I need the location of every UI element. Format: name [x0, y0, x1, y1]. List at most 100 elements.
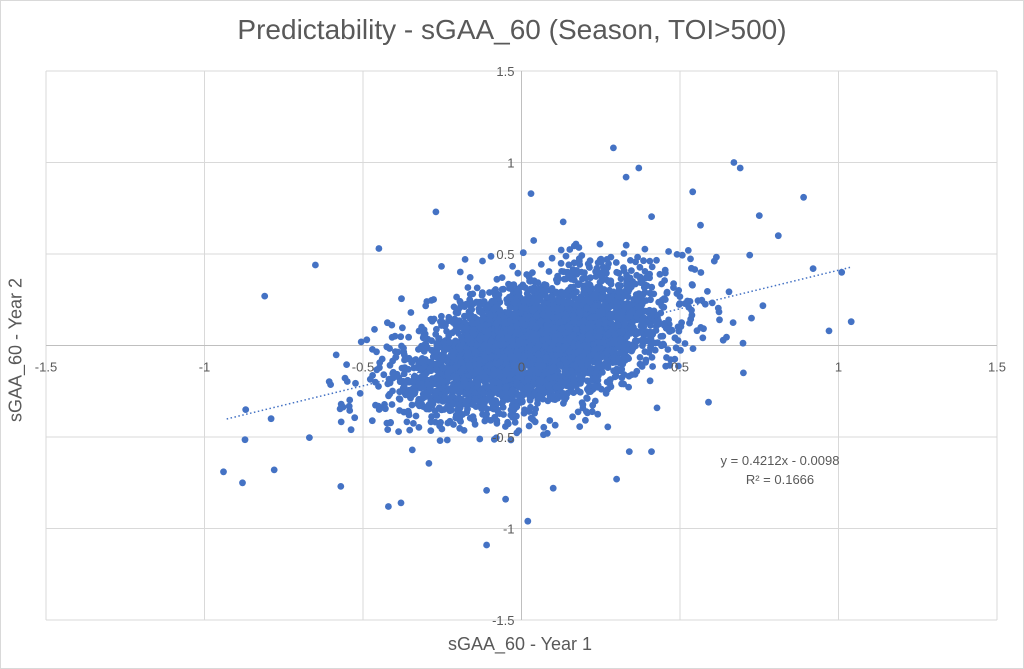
data-point [473, 341, 480, 349]
data-point [838, 268, 846, 276]
data-point [487, 417, 495, 424]
data-point [527, 360, 535, 368]
data-point [681, 340, 689, 347]
data-point [509, 341, 517, 349]
data-point [585, 332, 593, 339]
data-point [517, 397, 524, 404]
data-point [534, 351, 542, 359]
data-point [433, 325, 440, 333]
data-point [241, 436, 249, 444]
data-point [617, 282, 625, 289]
data-point [398, 295, 405, 303]
data-point [462, 397, 470, 405]
data-point [220, 468, 227, 476]
data-point [560, 268, 567, 276]
data-point [493, 320, 500, 327]
data-point [653, 256, 660, 264]
data-point [337, 400, 345, 408]
data-point [592, 273, 600, 280]
data-point [603, 356, 611, 364]
data-point [425, 405, 433, 413]
data-point [624, 293, 632, 301]
data-point [588, 306, 596, 314]
data-point [748, 314, 755, 322]
data-point [564, 323, 571, 331]
data-point [604, 304, 612, 312]
data-point [551, 357, 558, 365]
data-point [371, 326, 378, 333]
data-point [478, 291, 486, 299]
data-point [327, 381, 334, 388]
data-point [445, 313, 453, 321]
data-point [678, 251, 686, 259]
data-point [514, 269, 522, 277]
data-point [658, 280, 665, 288]
data-point [410, 420, 417, 427]
data-point [535, 392, 543, 400]
data-point [422, 356, 429, 363]
data-point [497, 391, 505, 398]
data-point [440, 406, 448, 413]
data-point [483, 541, 490, 549]
data-point [533, 297, 541, 304]
data-point [474, 381, 482, 388]
data-point [479, 315, 487, 323]
data-point [519, 369, 527, 377]
data-point [455, 317, 462, 325]
data-point [384, 380, 392, 388]
data-point [404, 376, 411, 384]
data-point [480, 389, 488, 397]
data-point [481, 334, 489, 342]
data-point [440, 339, 448, 346]
data-point [433, 346, 441, 354]
data-point [526, 396, 534, 404]
data-point [452, 309, 460, 316]
data-point [542, 330, 550, 338]
data-point [451, 338, 458, 346]
data-point [462, 300, 470, 308]
data-point [583, 395, 591, 402]
data-point [347, 426, 355, 434]
data-point [585, 388, 593, 396]
data-point [581, 269, 588, 277]
data-point [423, 344, 431, 352]
data-point [554, 306, 562, 314]
data-point [306, 434, 313, 441]
data-point [449, 353, 456, 360]
data-point [664, 346, 672, 353]
data-point [719, 336, 727, 344]
data-point [570, 259, 578, 267]
data-point [582, 416, 589, 424]
data-point [610, 144, 617, 152]
y-tick-label: -0.5 [492, 430, 514, 445]
data-point [469, 290, 477, 298]
data-point [378, 355, 386, 363]
data-point [847, 318, 855, 326]
data-point [383, 343, 391, 351]
data-point [637, 279, 645, 286]
data-point [646, 289, 654, 297]
data-point [453, 375, 461, 382]
data-point [508, 386, 516, 394]
data-point [800, 193, 807, 201]
data-point [673, 251, 681, 258]
data-point [346, 407, 354, 414]
data-point [346, 396, 354, 404]
data-point [507, 328, 515, 336]
data-point [408, 446, 416, 454]
data-point [625, 355, 632, 362]
data-point [663, 288, 671, 296]
data-point [594, 360, 602, 367]
data-point [485, 362, 493, 369]
data-point [548, 296, 556, 303]
trendline [226, 266, 852, 420]
data-point [604, 330, 612, 338]
data-point [591, 383, 599, 390]
data-point [620, 267, 628, 275]
data-point [392, 353, 400, 361]
data-point [446, 338, 453, 346]
data-point [615, 288, 623, 296]
data-point [671, 355, 679, 363]
data-point [495, 379, 503, 387]
data-point [503, 383, 510, 390]
